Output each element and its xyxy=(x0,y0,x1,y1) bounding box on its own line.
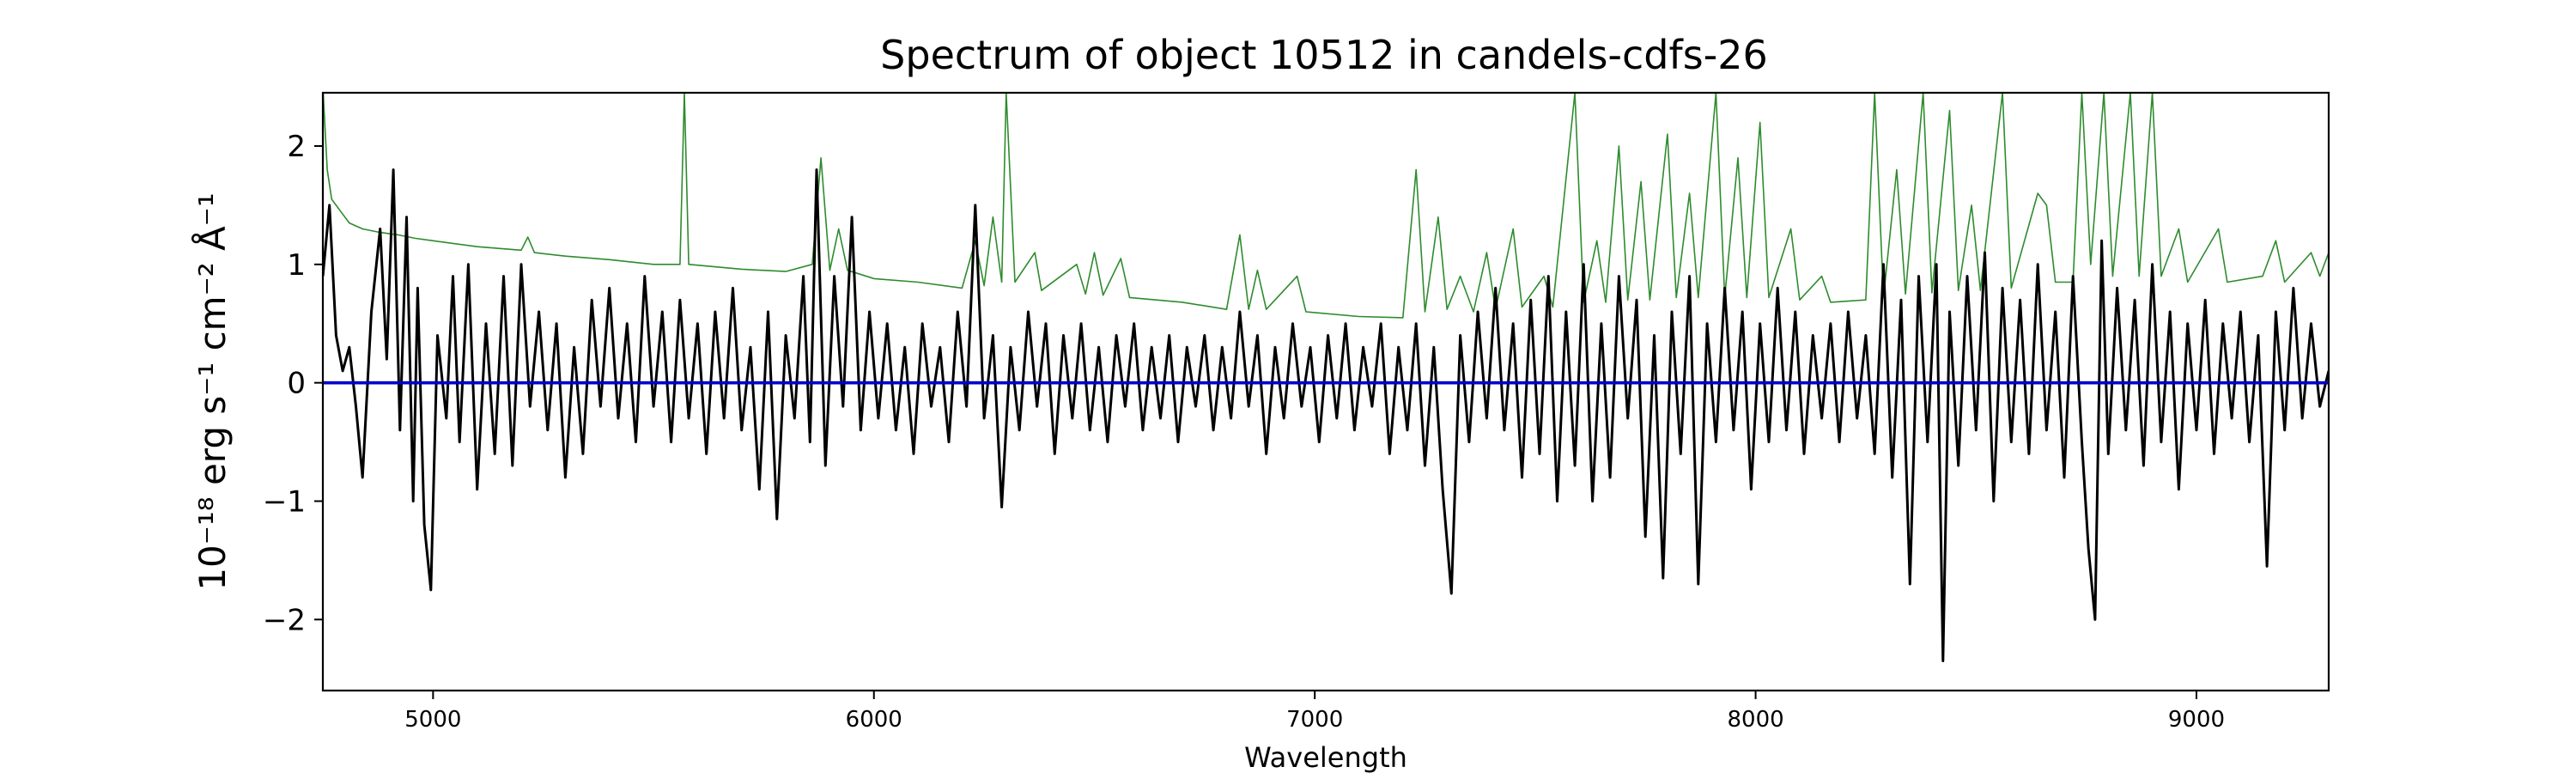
chart-title: Spectrum of object 10512 in candels-cdfs… xyxy=(880,32,1768,78)
plot-frame xyxy=(321,91,2330,692)
y-axis: −2 −1 0 1 2 xyxy=(263,130,323,637)
x-tick-label: 6000 xyxy=(846,707,902,733)
y-tick-label: −1 xyxy=(263,484,306,519)
series-layer xyxy=(323,93,2329,662)
y-axis-label: 10⁻¹⁸ erg s⁻¹ cm⁻² Å⁻¹ xyxy=(191,192,234,590)
y-tick-label: −2 xyxy=(263,603,306,637)
x-tick-label: 9000 xyxy=(2168,707,2225,733)
x-tick-label: 7000 xyxy=(1286,707,1343,733)
y-tick-label: 0 xyxy=(287,367,306,401)
y-tick-label: 1 xyxy=(287,248,306,283)
x-tick-label: 5000 xyxy=(404,707,461,733)
plot-area xyxy=(321,91,2330,692)
x-tick-label: 8000 xyxy=(1727,707,1783,733)
x-axis-label: Wavelength xyxy=(1244,741,1407,773)
y-tick-label: 2 xyxy=(287,130,306,164)
x-axis: 5000 6000 7000 8000 9000 xyxy=(404,691,2225,733)
error-series-line xyxy=(323,93,2329,319)
flux-series-line xyxy=(323,168,2329,662)
